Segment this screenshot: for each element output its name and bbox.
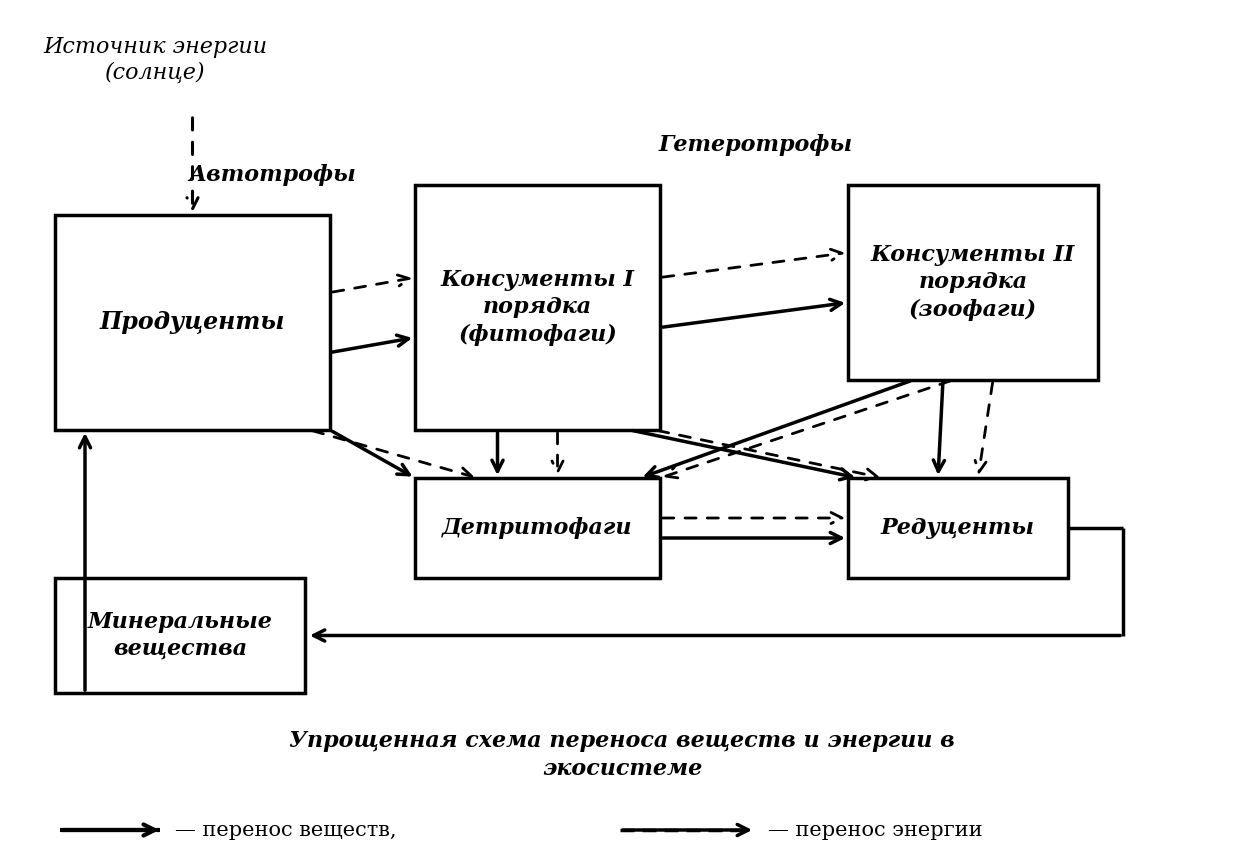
FancyBboxPatch shape: [415, 478, 661, 578]
Text: — перенос веществ,: — перенос веществ,: [175, 820, 397, 839]
Text: — перенос энергии: — перенос энергии: [768, 820, 983, 839]
Text: Минеральные
вещества: Минеральные вещества: [87, 611, 272, 660]
Text: Автотрофы: Автотрофы: [189, 164, 356, 186]
FancyBboxPatch shape: [415, 185, 661, 430]
Text: Упрощенная схема переноса веществ и энергии в
экосистеме: Упрощенная схема переноса веществ и энер…: [289, 730, 955, 780]
FancyBboxPatch shape: [848, 478, 1069, 578]
Text: Консументы I
порядка
(фитофаги): Консументы I порядка (фитофаги): [440, 269, 634, 345]
Text: Продуценты: Продуценты: [100, 311, 285, 334]
Text: Гетеротрофы: Гетеротрофы: [658, 134, 852, 156]
FancyBboxPatch shape: [55, 215, 330, 430]
Text: Источник энергии
(солнце): Источник энергии (солнце): [44, 36, 267, 83]
Text: Редуценты: Редуценты: [881, 517, 1035, 539]
FancyBboxPatch shape: [55, 578, 305, 693]
Text: Консументы II
порядка
(зоофаги): Консументы II порядка (зоофаги): [871, 244, 1075, 320]
FancyBboxPatch shape: [848, 185, 1098, 380]
Text: Детритофаги: Детритофаги: [443, 517, 633, 539]
